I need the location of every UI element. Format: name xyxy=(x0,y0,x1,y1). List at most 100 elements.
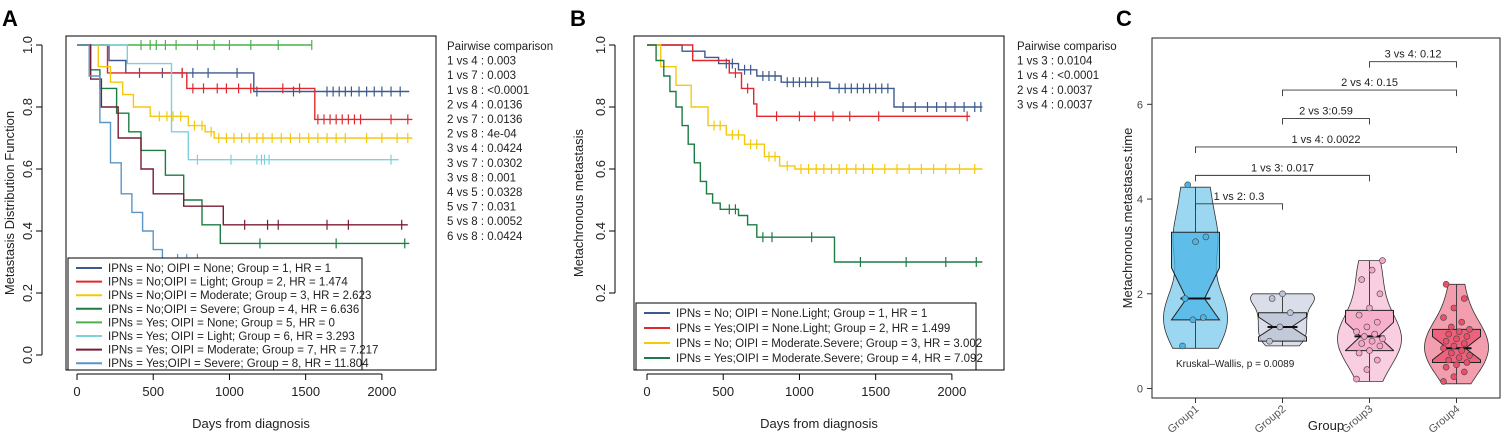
x-tick-label: 2000 xyxy=(367,384,396,399)
data-point xyxy=(1463,333,1471,340)
data-point xyxy=(1450,342,1458,350)
data-point xyxy=(1458,318,1465,326)
data-point xyxy=(1371,330,1378,338)
x-tick-label: 500 xyxy=(142,384,164,399)
legend-label: IPNs = No; OIPI = Moderate.Severe; Group… xyxy=(676,338,982,350)
comparison-label: 3 vs 4: 0.12 xyxy=(1385,49,1442,61)
data-point xyxy=(1374,356,1381,364)
panel-c-chart: 0 2 4 6 Metachronous.metastases.time Group1 Gr… xyxy=(1120,37,1501,432)
data-point xyxy=(1363,323,1371,331)
data-point xyxy=(1353,328,1360,336)
comparison-label: 2 vs 3:0.59 xyxy=(1299,106,1353,118)
km-curve-series-4 xyxy=(77,44,410,245)
data-point xyxy=(1368,337,1376,345)
legend-label: IPNs = No;OIPI = Moderate; Group = 3, HR… xyxy=(108,290,371,302)
data-point xyxy=(1374,318,1381,326)
data-point xyxy=(1192,238,1199,245)
data-point xyxy=(1358,276,1365,283)
pairwise-entry: 2 vs 4 : 0.0136 xyxy=(447,99,522,111)
pairwise-entry: 3 vs 4 : 0.0037 xyxy=(1017,99,1092,111)
data-point xyxy=(1181,295,1189,302)
km-curve-series-3 xyxy=(77,44,413,139)
box-1 xyxy=(1170,231,1221,321)
data-point xyxy=(1445,356,1452,364)
data-point xyxy=(1458,347,1465,354)
km-curve-series-6 xyxy=(77,44,399,161)
legend-label: IPNs = No; OIPI = None.Light; Group = 1,… xyxy=(676,308,927,320)
data-point xyxy=(1463,359,1471,366)
data-point xyxy=(1179,342,1186,350)
pairwise-entry: 3 vs 4 : 0.0424 xyxy=(447,143,523,155)
data-point xyxy=(1266,337,1273,345)
x-tick-label: 1500 xyxy=(861,384,890,399)
y-axis-title: Metachronous.metastases.time xyxy=(1120,128,1135,309)
legend-label: IPNs = No;OIPI = Severe; Group = 4, HR =… xyxy=(108,304,359,316)
data-point xyxy=(1442,280,1450,288)
y-tick-label: 2 xyxy=(1137,289,1143,301)
data-point xyxy=(1184,181,1191,189)
pairwise-entry: 2 vs 7 : 0.0136 xyxy=(447,114,522,126)
pairwise-entry: 6 vs 8 : 0.0424 xyxy=(447,231,523,243)
pairwise-entry: 1 vs 4 : <0.0001 xyxy=(1017,70,1099,82)
data-point xyxy=(1450,304,1458,312)
x-axis-title: Days from diagnosis xyxy=(192,416,310,431)
data-point xyxy=(1466,325,1473,333)
data-point xyxy=(1268,295,1276,302)
data-point xyxy=(1366,347,1373,354)
y-tick-label: 4 xyxy=(1137,194,1143,206)
data-point xyxy=(1279,290,1286,298)
comparison-bracket xyxy=(1195,203,1283,210)
comparison-label: 1 vs 4: 0.0022 xyxy=(1291,134,1360,146)
pairwise-entry: 1 vs 3 : 0.0104 xyxy=(1017,56,1093,68)
pairwise-entry: 3 vs 7 : 0.0302 xyxy=(447,158,522,170)
comparison-label: 1 vs 3: 0.017 xyxy=(1251,162,1314,174)
data-point xyxy=(1353,375,1360,383)
x-tick-label: 1500 xyxy=(291,384,320,399)
legend: IPNs = No; OIPI = None; Group = 1, HR = … xyxy=(67,257,378,371)
data-point xyxy=(1363,366,1371,373)
y-tick-label: 0.6 xyxy=(593,160,608,178)
y-tick-label: 0.6 xyxy=(20,160,35,178)
pairwise-entry: 5 vs 8 : 0.0052 xyxy=(447,216,522,228)
km-curve-series-4 xyxy=(647,44,983,263)
data-point xyxy=(1287,309,1294,317)
y-tick-label: 0.4 xyxy=(20,222,35,240)
comparison-bracket xyxy=(1195,146,1457,153)
data-point xyxy=(1442,337,1450,345)
data-point xyxy=(1361,333,1368,340)
x-tick-label: 0 xyxy=(73,384,80,399)
legend-label: IPNs = No; OIPI = None; Group = 1, HR = … xyxy=(108,263,331,275)
comparison-bracket xyxy=(1282,118,1370,125)
panel-letter-b: B xyxy=(570,6,586,31)
pairwise-entry: 1 vs 7 : 0.003 xyxy=(447,70,516,82)
pairwise-entry: 4 vs 5 : 0.0328 xyxy=(447,187,522,199)
data-point xyxy=(1461,340,1468,347)
y-axis-title: Metachronous metastasis xyxy=(571,128,586,277)
data-point xyxy=(1440,344,1447,352)
km-curve-series-2 xyxy=(647,44,971,117)
x-tick-label: Group3 xyxy=(1340,403,1376,432)
y-tick-label: 0.8 xyxy=(593,98,608,116)
data-point xyxy=(1379,335,1386,343)
legend-box xyxy=(635,302,977,371)
x-tick-label: Group1 xyxy=(1166,403,1202,432)
x-axis-title: Days from diagnosis xyxy=(760,416,878,431)
legend-box xyxy=(67,257,363,371)
y-tick-label: 0 xyxy=(1137,384,1143,396)
data-point xyxy=(1442,363,1450,371)
data-point xyxy=(1366,304,1373,312)
y-tick-label: 0.0 xyxy=(20,346,35,364)
y-tick-label: 0.2 xyxy=(593,284,608,302)
data-point xyxy=(1358,340,1365,347)
data-point xyxy=(1355,349,1363,357)
data-point xyxy=(1445,330,1452,338)
data-point xyxy=(1461,295,1468,302)
data-point xyxy=(1379,257,1386,264)
panel-letter-c: C xyxy=(1116,6,1132,31)
kruskal-wallis-annotation: Kruskal–Wallis, p = 0.0089 xyxy=(1176,359,1295,370)
y-tick-label: 0.4 xyxy=(593,222,608,240)
data-point xyxy=(1453,335,1460,343)
x-tick-label: 500 xyxy=(712,384,734,399)
pairwise-entry: 5 vs 7 : 0.031 xyxy=(447,202,516,214)
